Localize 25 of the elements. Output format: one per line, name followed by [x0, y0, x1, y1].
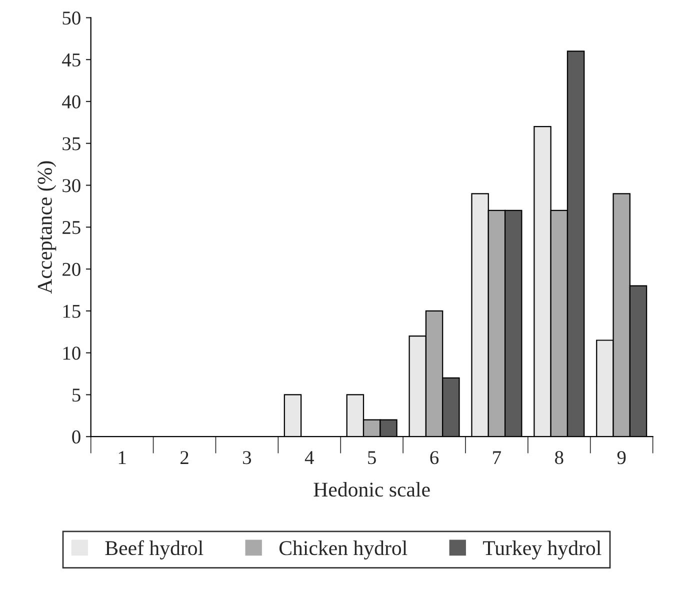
- y-tick-label: 20: [62, 262, 80, 276]
- x-tick-label: 5: [368, 451, 376, 464]
- y-tick-label: 5: [72, 388, 80, 402]
- y-tick-label: 10: [63, 346, 80, 360]
- y-tick-label: 0: [72, 430, 80, 444]
- y-axis-title: Acceptance (%): [37, 161, 56, 294]
- x-tick-label: 6: [430, 451, 439, 464]
- x-tick-label: 7: [493, 451, 502, 464]
- y-tick-label: 50: [62, 12, 80, 25]
- y-tick-label: 45: [62, 54, 80, 67]
- legend-label: Beef hydrol: [105, 540, 204, 560]
- x-axis-title: Hedonic scale: [314, 482, 430, 497]
- legend-label: Turkey hydrol: [483, 540, 602, 560]
- y-tick-label: 35: [62, 137, 80, 150]
- legend-label: Chicken hydrol: [279, 540, 408, 560]
- x-tick-label: 1: [118, 451, 126, 464]
- x-tick-label: 2: [180, 451, 188, 464]
- y-tick-label: 15: [63, 304, 80, 318]
- y-tick-label: 30: [62, 179, 80, 192]
- x-tick-label: 3: [243, 451, 252, 464]
- x-tick-label: 9: [617, 451, 626, 464]
- x-tick-label: 8: [555, 451, 564, 464]
- y-tick-label: 40: [62, 95, 80, 108]
- y-tick-label: 25: [62, 221, 80, 234]
- x-tick-label: 4: [304, 451, 314, 464]
